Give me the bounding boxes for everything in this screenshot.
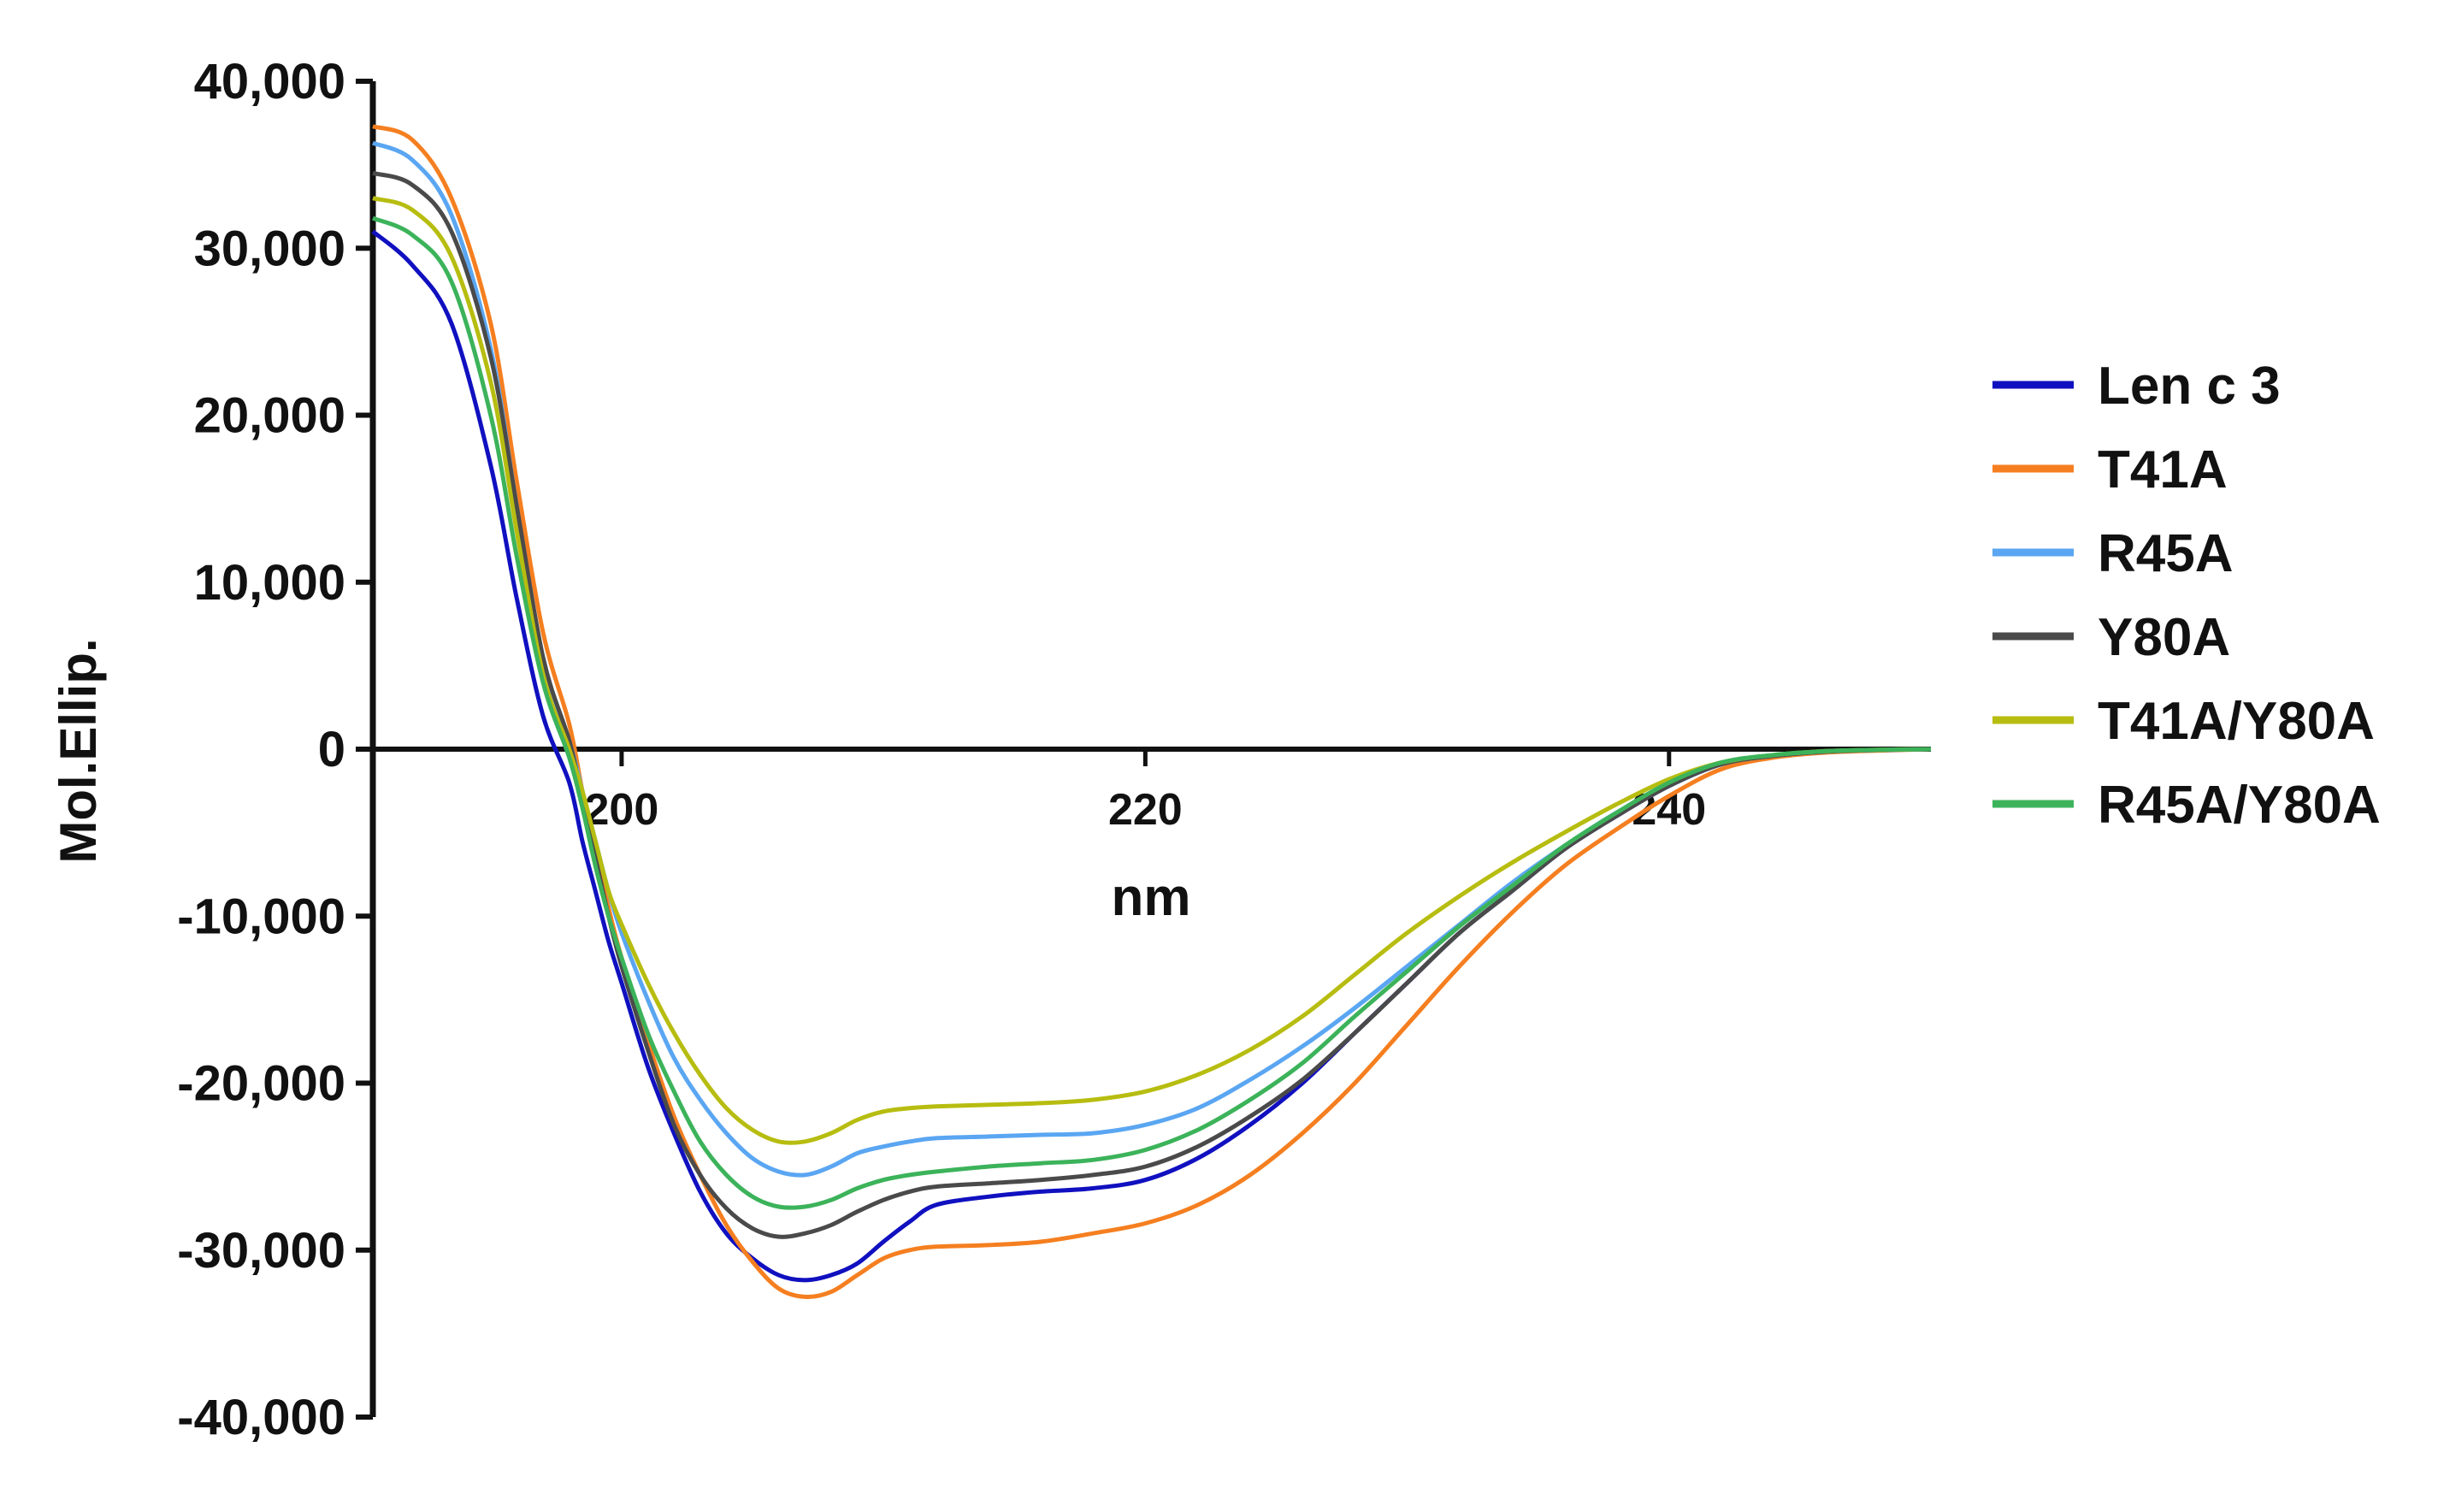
x-tick-label: 220	[1108, 785, 1183, 835]
series-line-t41a-y80a	[372, 196, 1932, 1145]
x-tick-label: 200	[585, 785, 659, 835]
legend-label: T41A/Y80A	[2098, 692, 2375, 751]
x-axis-ticks: 200 220 240	[585, 749, 1706, 835]
x-axis-title: nm	[1112, 868, 1191, 927]
y-tick-label: 10,000	[194, 555, 345, 611]
y-tick-label: -20,000	[177, 1056, 345, 1112]
y-axis-title: Mol.Ellip.	[50, 638, 107, 863]
y-tick-label: 40,000	[194, 54, 345, 109]
legend-label: R45A	[2098, 524, 2234, 583]
legend: Len c 3 T41A R45A Y80A T41A/Y80A R45A/Y80A	[1992, 357, 2381, 835]
legend-label: T41A	[2098, 440, 2228, 499]
y-tick-label: -30,000	[177, 1223, 345, 1279]
gridless-plot-area: 40,000 30,000 20,000 10,000 0 -10,000 -20,000 -…	[177, 54, 1932, 1445]
y-tick-label: 30,000	[194, 221, 345, 276]
legend-label: Y80A	[2098, 608, 2230, 667]
series-line-y80a	[372, 170, 1932, 1239]
y-tick-label: 20,000	[194, 388, 345, 444]
y-axis-ticks: 40,000 30,000 20,000 10,000 0 -10,000 -20,000 -…	[177, 54, 373, 1445]
y-tick-label: -10,000	[177, 889, 345, 944]
legend-label: Len c 3	[2098, 357, 2281, 416]
series-line-r45a-y80a	[372, 216, 1932, 1210]
y-tick-label: -40,000	[177, 1390, 345, 1445]
series-line-t41a	[372, 124, 1932, 1300]
y-tick-label: 0	[318, 722, 345, 777]
legend-label: R45A/Y80A	[2098, 776, 2381, 835]
series-line-r45a	[372, 140, 1932, 1178]
series-lines	[371, 124, 1932, 1300]
